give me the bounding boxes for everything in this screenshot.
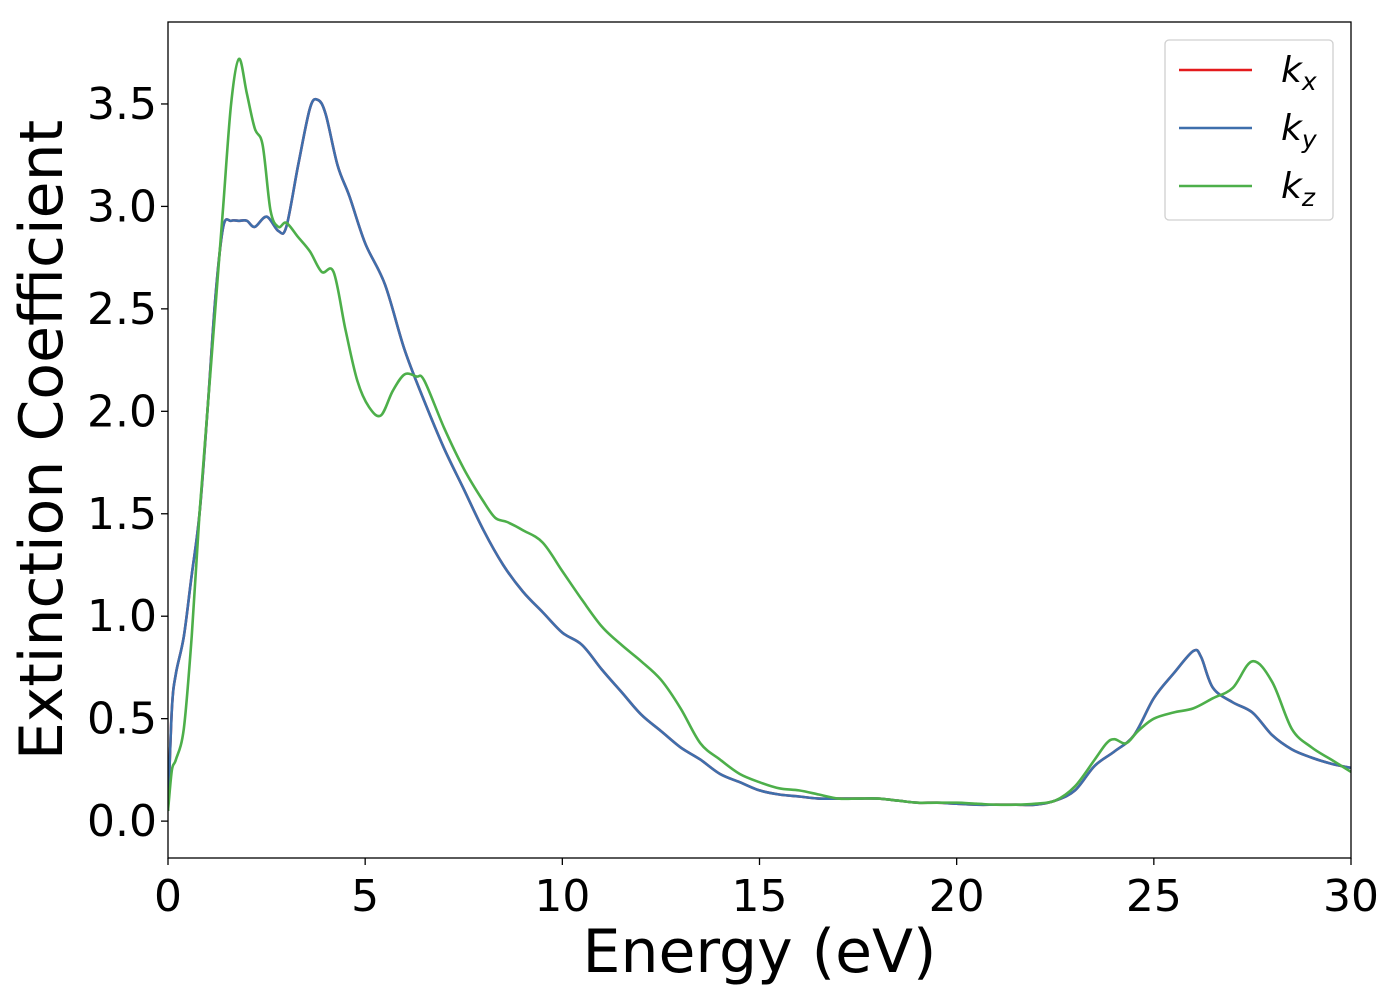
- y-axis: 0.0 0.5 1.0 1.5 2.0 2.5 3.0 3.5: [87, 79, 168, 847]
- x-tick-label: 20: [929, 871, 985, 922]
- y-tick-label: 2.0: [87, 386, 157, 437]
- y-tick-label: 0.5: [87, 694, 157, 745]
- legend-box: [1164, 39, 1334, 221]
- x-tick-label: 5: [351, 871, 379, 922]
- legend-label-z: kz: [1281, 166, 1316, 212]
- y-axis-title: Extinction Coefficient: [7, 120, 77, 760]
- y-tick-label: 2.5: [87, 284, 157, 335]
- series-line-z: [168, 57, 1351, 812]
- x-tick-label: 10: [534, 871, 590, 922]
- legend-label-x: kx: [1281, 50, 1317, 96]
- y-tick-label: 1.5: [87, 489, 157, 540]
- y-tick-label: 0.0: [87, 796, 157, 847]
- x-axis-title: Energy (eV): [583, 917, 937, 987]
- plot-area: [168, 57, 1351, 812]
- legend: kx ky kz: [1164, 39, 1334, 221]
- x-tick-label: 25: [1126, 871, 1182, 922]
- x-tick-label: 30: [1323, 871, 1379, 922]
- x-tick-label: 15: [732, 871, 788, 922]
- y-tick-label: 3.5: [87, 79, 157, 130]
- y-tick-label: 1.0: [87, 591, 157, 642]
- y-tick-label: 3.0: [87, 181, 157, 232]
- legend-label-y: ky: [1281, 108, 1318, 154]
- x-axis: 0 5 10 15 20 25 30: [154, 858, 1379, 922]
- x-tick-label: 0: [154, 871, 182, 922]
